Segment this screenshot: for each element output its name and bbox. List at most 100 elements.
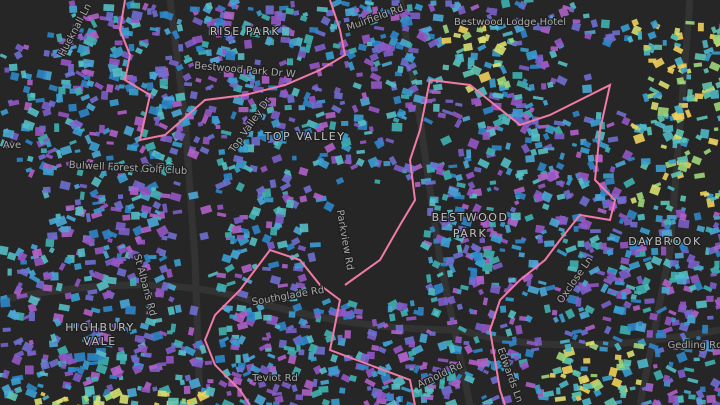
building — [511, 336, 517, 343]
building — [401, 87, 414, 97]
building — [467, 65, 472, 70]
building — [243, 164, 254, 173]
building — [474, 256, 486, 268]
building — [264, 35, 273, 46]
building — [650, 255, 663, 266]
building — [467, 20, 474, 24]
building — [82, 62, 92, 69]
street-label: Bestwood Lodge Hotel — [454, 17, 566, 28]
building — [168, 397, 179, 405]
building — [199, 231, 209, 241]
building — [86, 79, 95, 88]
building — [552, 366, 563, 375]
building — [308, 343, 319, 354]
building — [702, 90, 712, 100]
building — [290, 0, 295, 8]
building — [391, 122, 403, 132]
building — [363, 400, 371, 405]
building — [648, 86, 660, 95]
building — [467, 137, 480, 150]
building — [580, 366, 588, 372]
building — [693, 62, 703, 68]
building — [664, 316, 673, 326]
building — [237, 367, 244, 373]
building — [13, 50, 23, 60]
building — [199, 344, 207, 355]
building — [600, 242, 607, 250]
building — [274, 323, 281, 330]
building — [499, 305, 507, 313]
building — [361, 92, 368, 100]
building — [603, 173, 614, 179]
building — [123, 125, 135, 137]
building — [168, 296, 175, 303]
building — [80, 93, 91, 102]
building — [88, 229, 99, 240]
building — [419, 364, 428, 371]
building — [686, 314, 696, 324]
building — [394, 71, 403, 77]
building — [78, 60, 84, 68]
building — [427, 384, 437, 389]
building — [571, 333, 579, 341]
building — [239, 145, 249, 153]
building — [101, 290, 114, 300]
building — [178, 349, 187, 357]
building — [545, 284, 556, 292]
building — [122, 59, 129, 67]
building — [324, 142, 336, 154]
building — [35, 127, 45, 136]
building — [426, 373, 435, 381]
building — [501, 116, 511, 126]
building — [116, 253, 122, 259]
building — [262, 266, 271, 272]
building — [532, 22, 543, 31]
building — [628, 240, 641, 251]
building — [192, 16, 204, 26]
building — [584, 32, 593, 40]
building — [476, 357, 489, 368]
building — [121, 50, 134, 61]
building — [635, 379, 642, 386]
district-label: VALE — [83, 335, 116, 348]
building — [228, 77, 238, 84]
building — [489, 284, 501, 295]
building — [353, 122, 360, 128]
building — [113, 200, 124, 211]
building — [588, 283, 599, 288]
building — [431, 90, 441, 95]
building — [174, 304, 182, 314]
building — [340, 373, 352, 383]
building — [295, 285, 309, 299]
building — [117, 110, 128, 115]
building — [652, 363, 658, 369]
building — [555, 75, 568, 86]
building — [368, 105, 380, 114]
building — [228, 164, 236, 171]
building — [339, 100, 346, 106]
building — [292, 334, 304, 346]
building — [603, 325, 612, 335]
building — [231, 362, 237, 368]
building — [429, 198, 436, 207]
building — [626, 209, 638, 221]
building — [628, 261, 641, 271]
building — [520, 47, 529, 53]
building — [523, 0, 534, 3]
building — [224, 232, 232, 238]
building — [431, 260, 441, 269]
building — [146, 82, 154, 91]
building — [513, 354, 520, 361]
building — [105, 83, 114, 93]
building — [434, 205, 442, 211]
building — [188, 377, 201, 390]
building — [73, 262, 82, 271]
building — [627, 35, 634, 43]
building — [102, 250, 110, 260]
building — [474, 322, 484, 331]
building — [614, 280, 625, 286]
building — [419, 333, 428, 344]
building — [589, 118, 602, 128]
building — [22, 44, 30, 51]
building — [382, 340, 391, 347]
